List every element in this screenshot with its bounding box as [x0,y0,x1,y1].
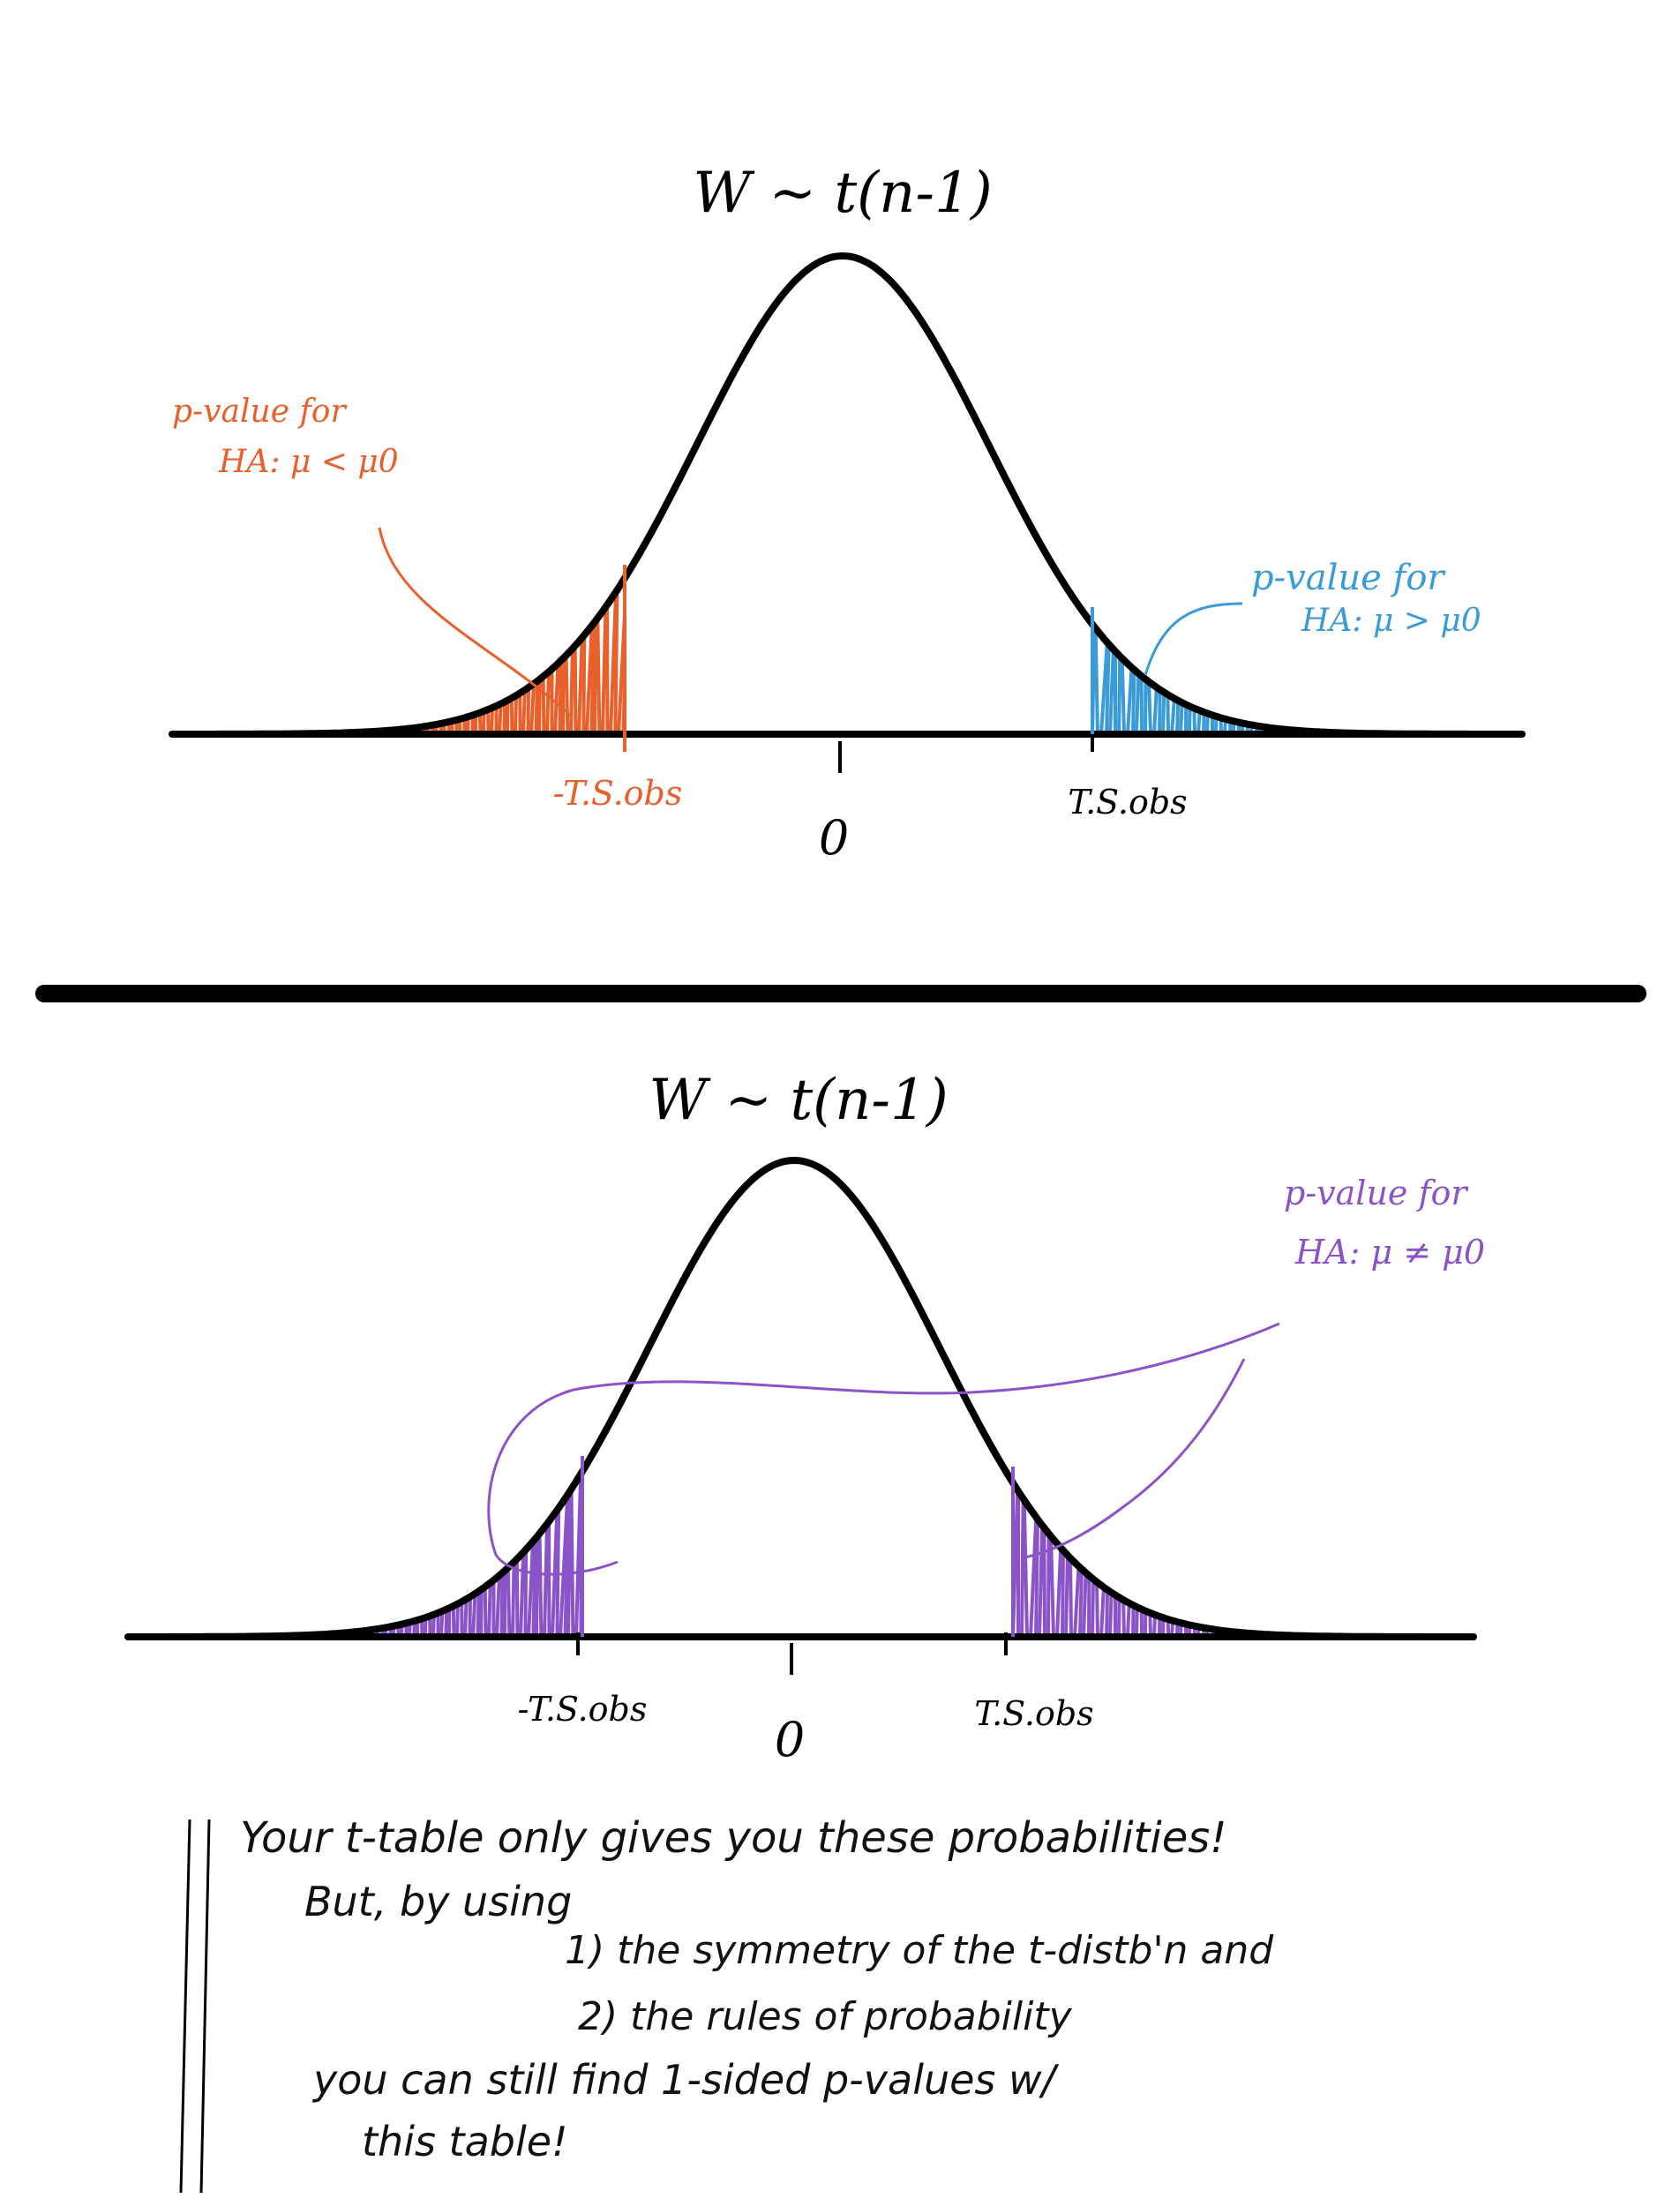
bottom-annotation-line2: HA: μ ≠ μ0 [1294,1233,1485,1272]
top-left-annotation-arrow [378,527,574,718]
bottom-pos-ts-label: T.S.obs [974,1694,1093,1733]
hatch-tr-strokes [1092,624,1294,734]
top-right-annotation-line1: p-value for [1251,558,1446,598]
top-left-tail-shading [386,578,625,734]
bottom-annotation-line1: p-value for [1284,1174,1469,1212]
bottom-neg-ts-label: -T.S.obs [518,1690,648,1729]
note-line-4: 2) the rules of probability [578,1994,1072,2039]
top-left-annotation-line1: p-value for [172,394,347,430]
note-margin-bar-1 [179,1819,191,2194]
hatch-tl-strokes [386,578,625,734]
top-pos-ts-label: T.S.obs [1068,783,1187,822]
top-title: W ~ t(n-1) [693,161,992,226]
bottom-left-tail-shading [360,1474,582,1637]
note-line-5: you can still find 1-sided p-values w/ [313,2056,1056,2104]
top-left-annotation-line2: HA: μ < μ0 [218,444,399,480]
top-neg-ts-label: -T.S.obs [553,774,683,813]
top-zero-label: 0 [819,810,849,866]
bottom-annotation-arrow-left [487,1322,1280,1576]
bottom-panel: W ~ t(n-1) 0 -T.S.obs T.S.obs p-value fo… [124,1068,1485,1767]
top-right-tail-shading [1092,624,1294,734]
bottom-t-distribution-curve [128,1156,1473,1640]
note-line-3: 1) the symmetry of the t-distb'n and [565,1928,1274,1973]
bottom-title: W ~ t(n-1) [649,1068,948,1133]
hatch-bl-strokes [360,1474,582,1637]
top-right-annotation-line2: HA: μ > μ0 [1301,603,1481,639]
note-line-2: But, by using [304,1878,573,1925]
note-margin-bar-2 [199,1819,211,2194]
note-line-6: this table! [362,2118,568,2165]
top-t-distribution-curve [172,251,1520,738]
top-panel: W ~ t(n-1) 0 -T.S.obs T.S.obs p-value fo… [169,161,1526,866]
top-right-annotation-arrow [1144,602,1243,676]
bottom-zero-label: 0 [775,1712,805,1767]
bottom-annotation-arrow-right [1023,1358,1246,1559]
note-line-1: Your t-table only gives you these probab… [240,1813,1227,1863]
